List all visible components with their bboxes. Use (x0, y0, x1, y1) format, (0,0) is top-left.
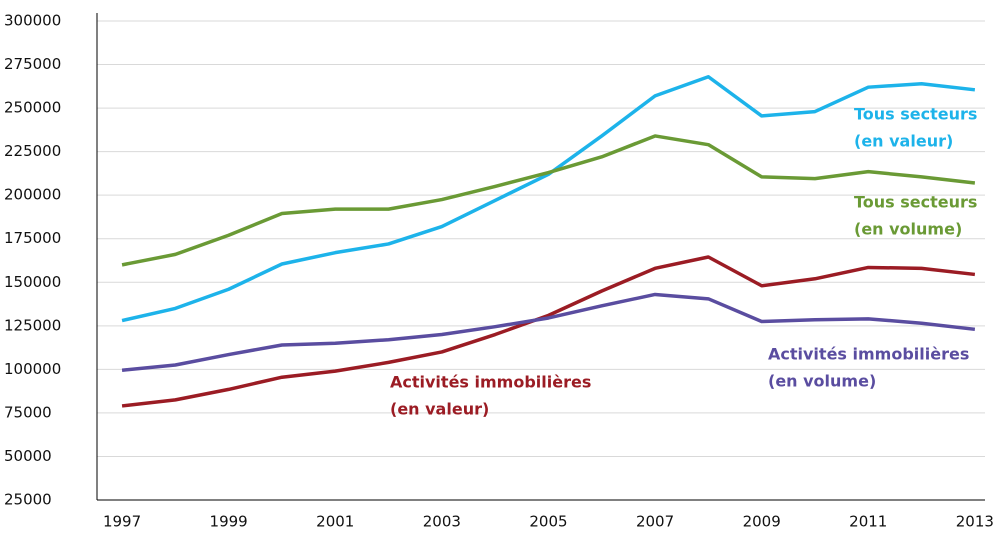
y-tick-label: 50000 (4, 447, 52, 465)
series-line (121, 74, 976, 323)
y-tick-label: 275000 (4, 55, 61, 73)
x-tick-label: 1997 (103, 513, 141, 531)
y-tick-label: 250000 (4, 99, 61, 117)
x-tick-label: 2011 (849, 513, 887, 531)
annotation: (en valeur) (390, 400, 489, 419)
annotation: (en volume) (854, 220, 962, 239)
y-tick-label: 150000 (4, 273, 61, 291)
y-tick-label: 300000 (4, 12, 61, 30)
annotation: Activités immobilières (390, 373, 591, 392)
annotation: Tous secteurs (854, 105, 977, 124)
x-tick-label: 2009 (743, 513, 781, 531)
series-line (121, 134, 976, 267)
y-tick-label: 175000 (4, 229, 61, 247)
annotation: (en volume) (768, 372, 876, 391)
y-tick-label: 225000 (4, 142, 61, 160)
x-tick-label: 1999 (210, 513, 248, 531)
annotation: Tous secteurs (854, 193, 977, 212)
series-line (121, 292, 976, 372)
y-tick-label: 25000 (4, 491, 52, 509)
annotation: (en valeur) (854, 132, 953, 151)
annotation: Activités immobilières (768, 345, 969, 364)
y-tick-label: 125000 (4, 316, 61, 334)
y-tick-label: 200000 (4, 186, 61, 204)
x-tick-label: 2005 (529, 513, 567, 531)
x-tick-label: 2013 (956, 513, 994, 531)
series-line (121, 255, 976, 408)
x-tick-label: 2001 (316, 513, 354, 531)
x-tick-label: 2007 (636, 513, 674, 531)
y-tick-label: 75000 (4, 403, 52, 421)
y-tick-label: 100000 (4, 360, 61, 378)
x-tick-label: 2003 (423, 513, 461, 531)
